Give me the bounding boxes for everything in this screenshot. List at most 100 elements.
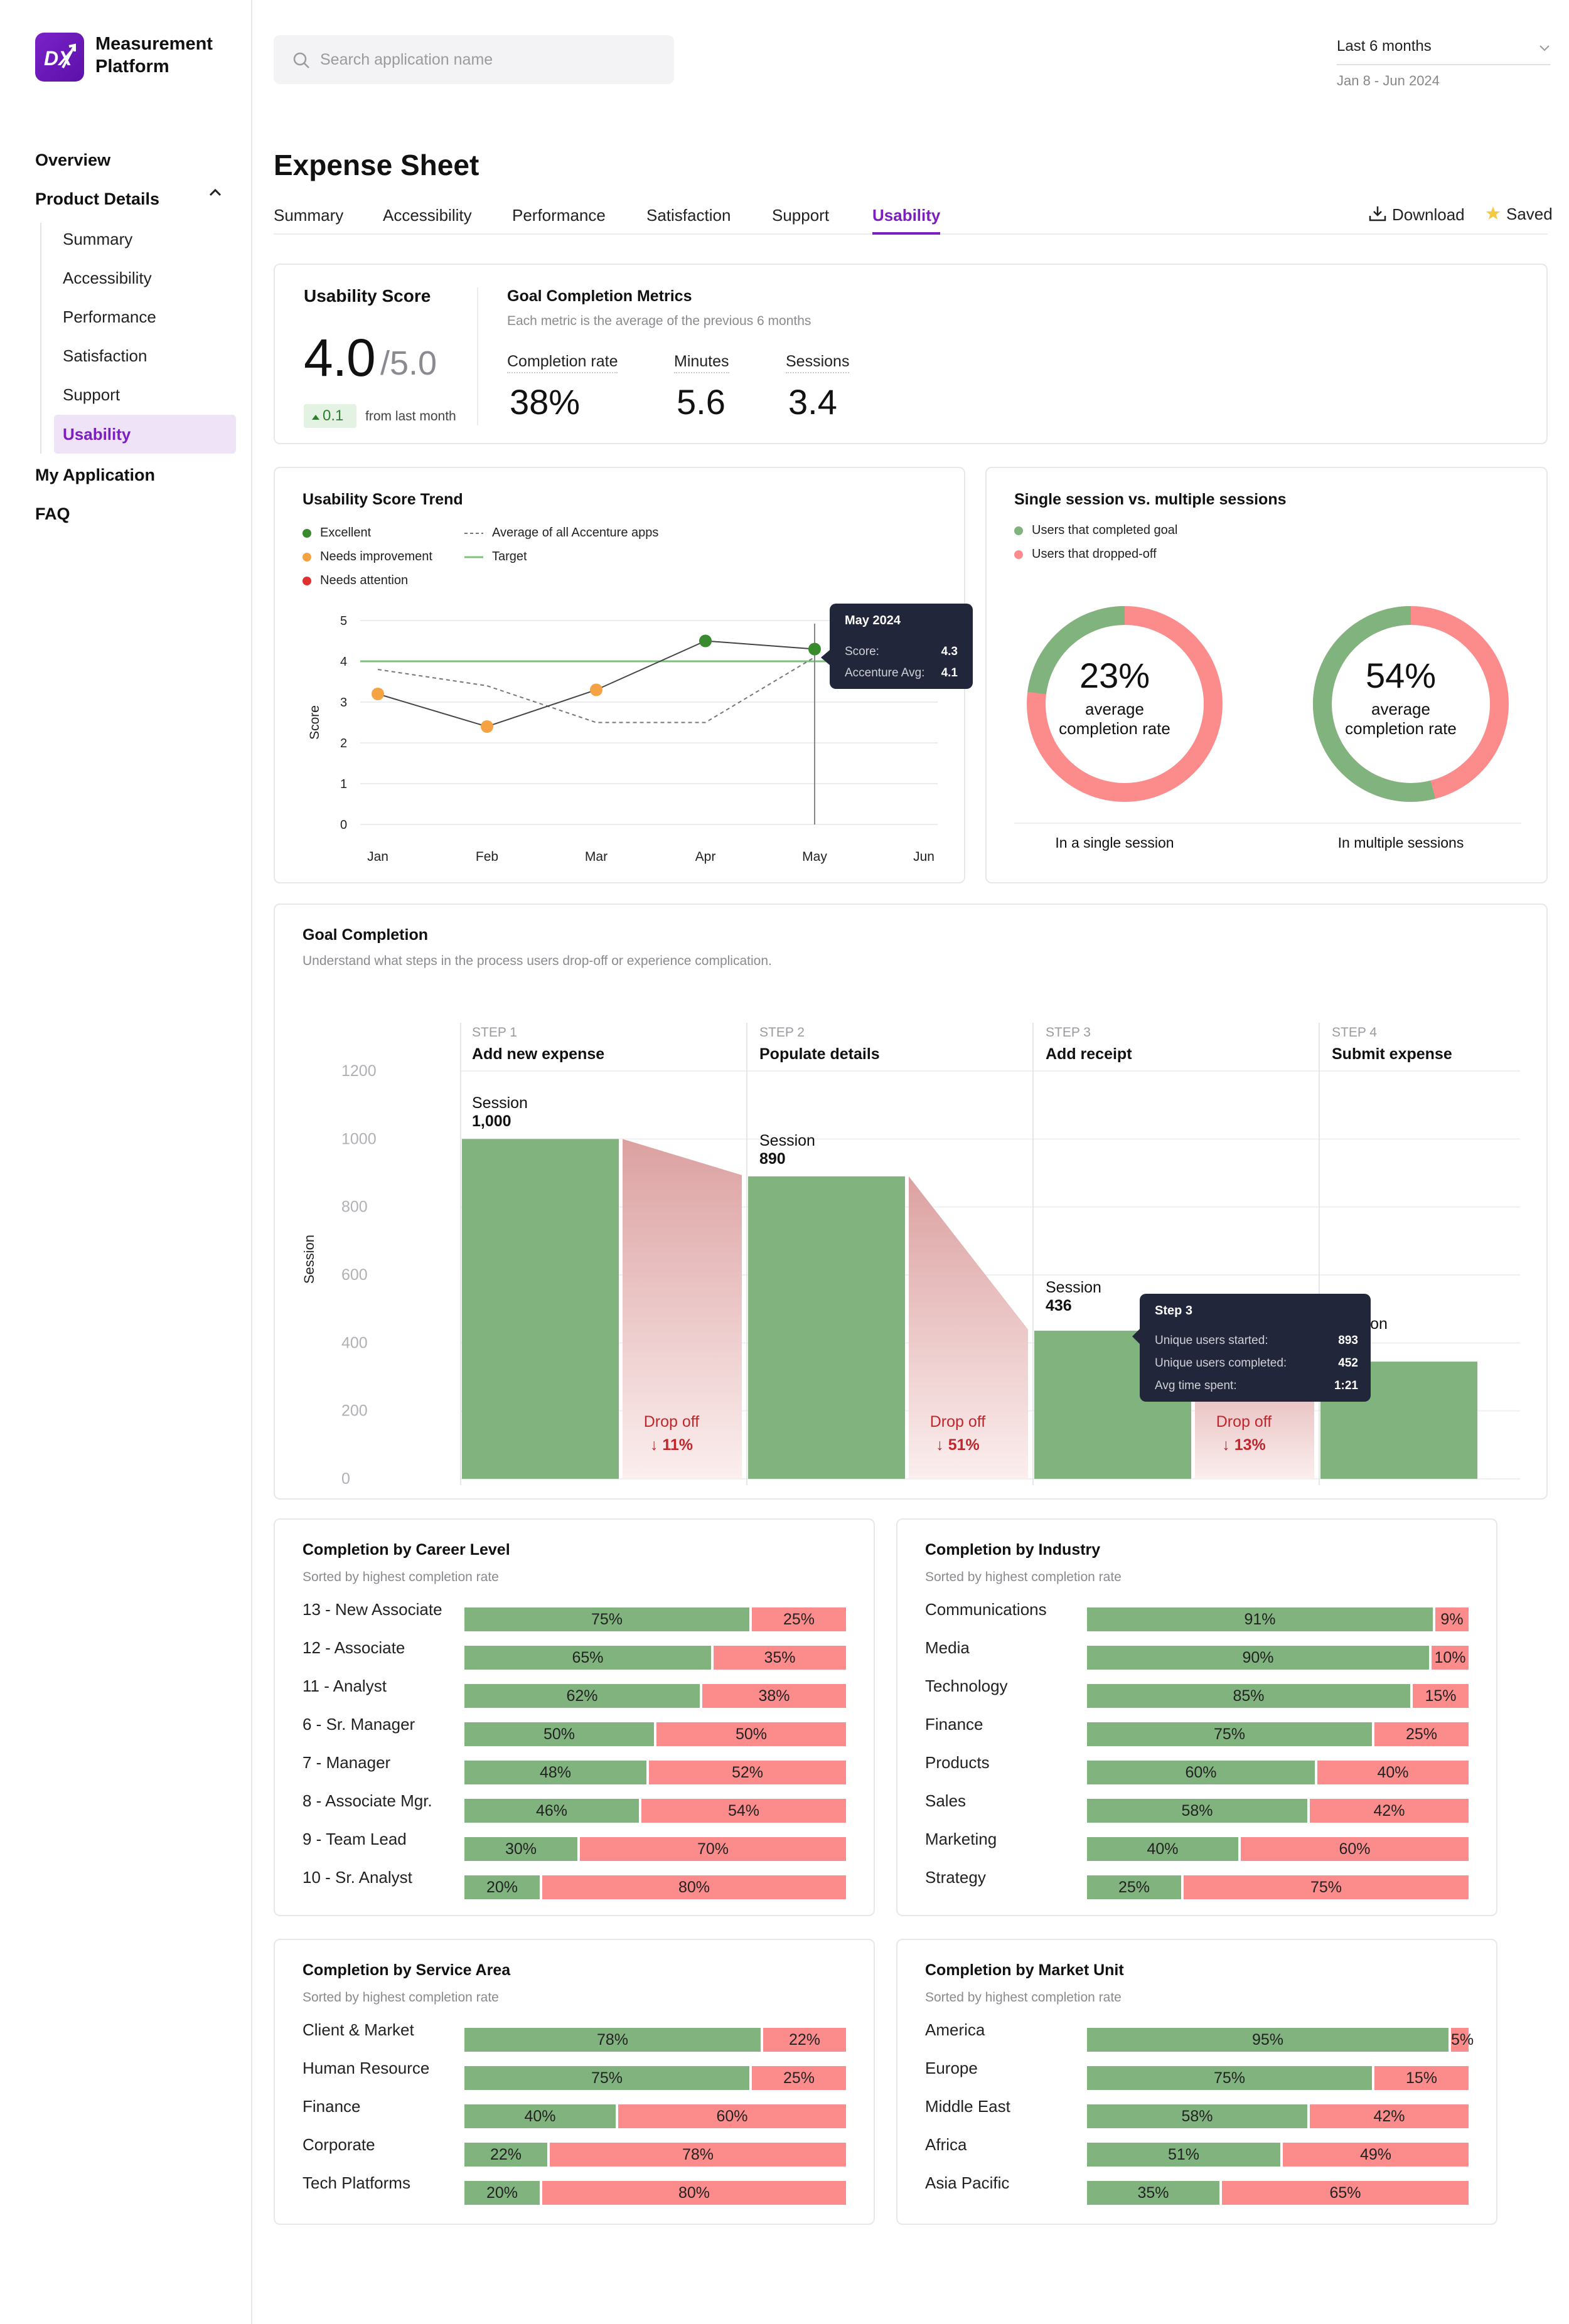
dropped-segment[interactable]: 65% [1222, 2181, 1469, 2205]
completed-segment[interactable]: 60% [1087, 1761, 1315, 1784]
completed-segment[interactable]: 40% [464, 2104, 616, 2128]
dropped-segment[interactable]: 52% [649, 1761, 846, 1784]
completed-segment[interactable]: 65% [464, 1646, 711, 1670]
tab-accessibility[interactable]: Accessibility [383, 206, 472, 225]
dropped-segment[interactable]: 50% [656, 1722, 846, 1746]
nav-sub-accessibility[interactable]: Accessibility [63, 269, 152, 287]
nav-sub-performance[interactable]: Performance [63, 307, 156, 326]
search-box [274, 35, 674, 84]
dropped-segment[interactable]: 22% [763, 2028, 846, 2052]
drop-off-2: Drop off ↓ 51% [929, 1413, 986, 1454]
dropped-segment[interactable]: 25% [752, 1607, 846, 1631]
completed-segment[interactable]: 20% [464, 1875, 540, 1899]
bar-row-label: 9 - Team Lead [303, 1830, 407, 1848]
completed-segment[interactable]: 95% [1087, 2028, 1449, 2052]
completed-segment[interactable]: 58% [1087, 2104, 1307, 2128]
dropped-segment[interactable]: 15% [1374, 2066, 1469, 2090]
completed-segment[interactable]: 20% [464, 2181, 540, 2205]
bar-row-label: 6 - Sr. Manager [303, 1715, 415, 1734]
tab-satisfaction[interactable]: Satisfaction [646, 206, 731, 225]
tab-performance[interactable]: Performance [512, 206, 606, 225]
saved-button[interactable]: Saved [1485, 205, 1553, 224]
bar-row-label: Asia Pacific [925, 2173, 1010, 2192]
y-axis-label: Session [301, 1235, 317, 1284]
dropped-segment[interactable]: 49% [1283, 2143, 1469, 2167]
y-axis-label: Score [308, 705, 322, 740]
completed-segment[interactable]: 58% [1087, 1799, 1307, 1823]
completed-segment[interactable]: 50% [464, 1722, 654, 1746]
dropped-segment[interactable]: 40% [1317, 1761, 1469, 1784]
date-range-value: Last 6 months [1337, 38, 1432, 55]
dropped-segment[interactable]: 80% [542, 2181, 846, 2205]
tab-usability[interactable]: Usability [872, 206, 941, 235]
completed-segment[interactable]: 46% [464, 1799, 639, 1823]
bar-row-label: Media [925, 1638, 970, 1657]
completed-segment[interactable]: 62% [464, 1684, 700, 1708]
dropped-segment[interactable]: 75% [1184, 1875, 1469, 1899]
completed-segment[interactable]: 85% [1087, 1684, 1410, 1708]
dropped-segment[interactable]: 42% [1310, 1799, 1469, 1823]
dropped-segment[interactable]: 60% [1241, 1837, 1469, 1861]
download-button[interactable]: Download [1368, 205, 1465, 225]
completed-segment[interactable]: 22% [464, 2143, 547, 2167]
completed-segment[interactable]: 90% [1087, 1646, 1429, 1670]
x-tick-label: Apr [695, 850, 716, 864]
dropped-segment[interactable]: 60% [618, 2104, 846, 2128]
panel-service-area: Completion by Service Area Sorted by high… [274, 1939, 875, 2225]
nav-product-details[interactable]: Product Details [35, 189, 160, 208]
dropped-segment[interactable]: 5% [1451, 2028, 1474, 2052]
bar-row-label: Middle East [925, 2097, 1010, 2116]
nav-sub-summary[interactable]: Summary [63, 230, 133, 248]
completed-segment[interactable]: 51% [1087, 2143, 1280, 2167]
nav-sub-support[interactable]: Support [63, 385, 120, 404]
score-point [590, 683, 602, 696]
completed-segment[interactable]: 91% [1087, 1607, 1433, 1631]
dropped-segment[interactable]: 78% [550, 2143, 846, 2167]
bar-row-label: Finance [303, 2097, 361, 2116]
step-2-header: STEP 2 Populate details [759, 1025, 880, 1063]
search-input[interactable] [320, 46, 659, 73]
dropped-segment[interactable]: 15% [1413, 1684, 1469, 1708]
dropped-segment[interactable]: 10% [1432, 1646, 1469, 1670]
dropped-segment[interactable]: 25% [1374, 1722, 1469, 1746]
completed-segment[interactable]: 48% [464, 1761, 646, 1784]
tab-support[interactable]: Support [772, 206, 830, 225]
completed-segment[interactable]: 75% [464, 2066, 749, 2090]
completed-segment[interactable]: 40% [1087, 1837, 1238, 1861]
dropped-segment[interactable]: 70% [580, 1837, 846, 1861]
completed-segment[interactable]: 75% [1087, 2066, 1372, 2090]
funnel-chart: 0 200 400 600 800 1000 1200 Session [301, 1023, 1520, 1488]
x-tick-label: Mar [585, 850, 608, 864]
y-tick-label: 600 [341, 1266, 368, 1284]
dropped-segment[interactable]: 9% [1435, 1607, 1469, 1631]
chevron-up-icon[interactable] [208, 188, 222, 197]
tooltip-arrow [1132, 1329, 1140, 1344]
nav-overview[interactable]: Overview [35, 151, 111, 169]
bar-row-label: 13 - New Associate [303, 1600, 442, 1619]
score-point [481, 720, 493, 733]
dropped-segment[interactable]: 42% [1310, 2104, 1469, 2128]
nav-my-application[interactable]: My Application [35, 466, 156, 484]
y-tick-label: 400 [341, 1334, 368, 1351]
x-tick-label: Feb [476, 850, 498, 864]
dropped-segment[interactable]: 35% [714, 1646, 846, 1670]
date-range-select[interactable]: Last 6 months [1337, 38, 1550, 65]
nav-faq[interactable]: FAQ [35, 504, 70, 523]
dropped-segment[interactable]: 54% [641, 1799, 846, 1823]
completed-segment[interactable]: 78% [464, 2028, 761, 2052]
completed-segment[interactable]: 75% [464, 1607, 749, 1631]
completed-segment[interactable]: 75% [1087, 1722, 1372, 1746]
legend-excellent: Excellent [303, 526, 371, 540]
app-logo[interactable]: DX [35, 33, 84, 82]
completed-segment[interactable]: 30% [464, 1837, 577, 1861]
dropped-segment[interactable]: 25% [752, 2066, 846, 2090]
completed-segment[interactable]: 25% [1087, 1875, 1181, 1899]
completed-segment[interactable]: 35% [1087, 2181, 1219, 2205]
dropped-segment[interactable]: 80% [542, 1875, 846, 1899]
dropped-segment[interactable]: 38% [702, 1684, 846, 1708]
triangle-up-icon [312, 415, 319, 420]
tab-summary[interactable]: Summary [274, 206, 344, 225]
nav-sub-satisfaction[interactable]: Satisfaction [63, 346, 147, 365]
nav-sub-usability[interactable]: Usability [54, 415, 236, 454]
goal-metrics-title: Goal Completion Metrics [507, 287, 692, 305]
